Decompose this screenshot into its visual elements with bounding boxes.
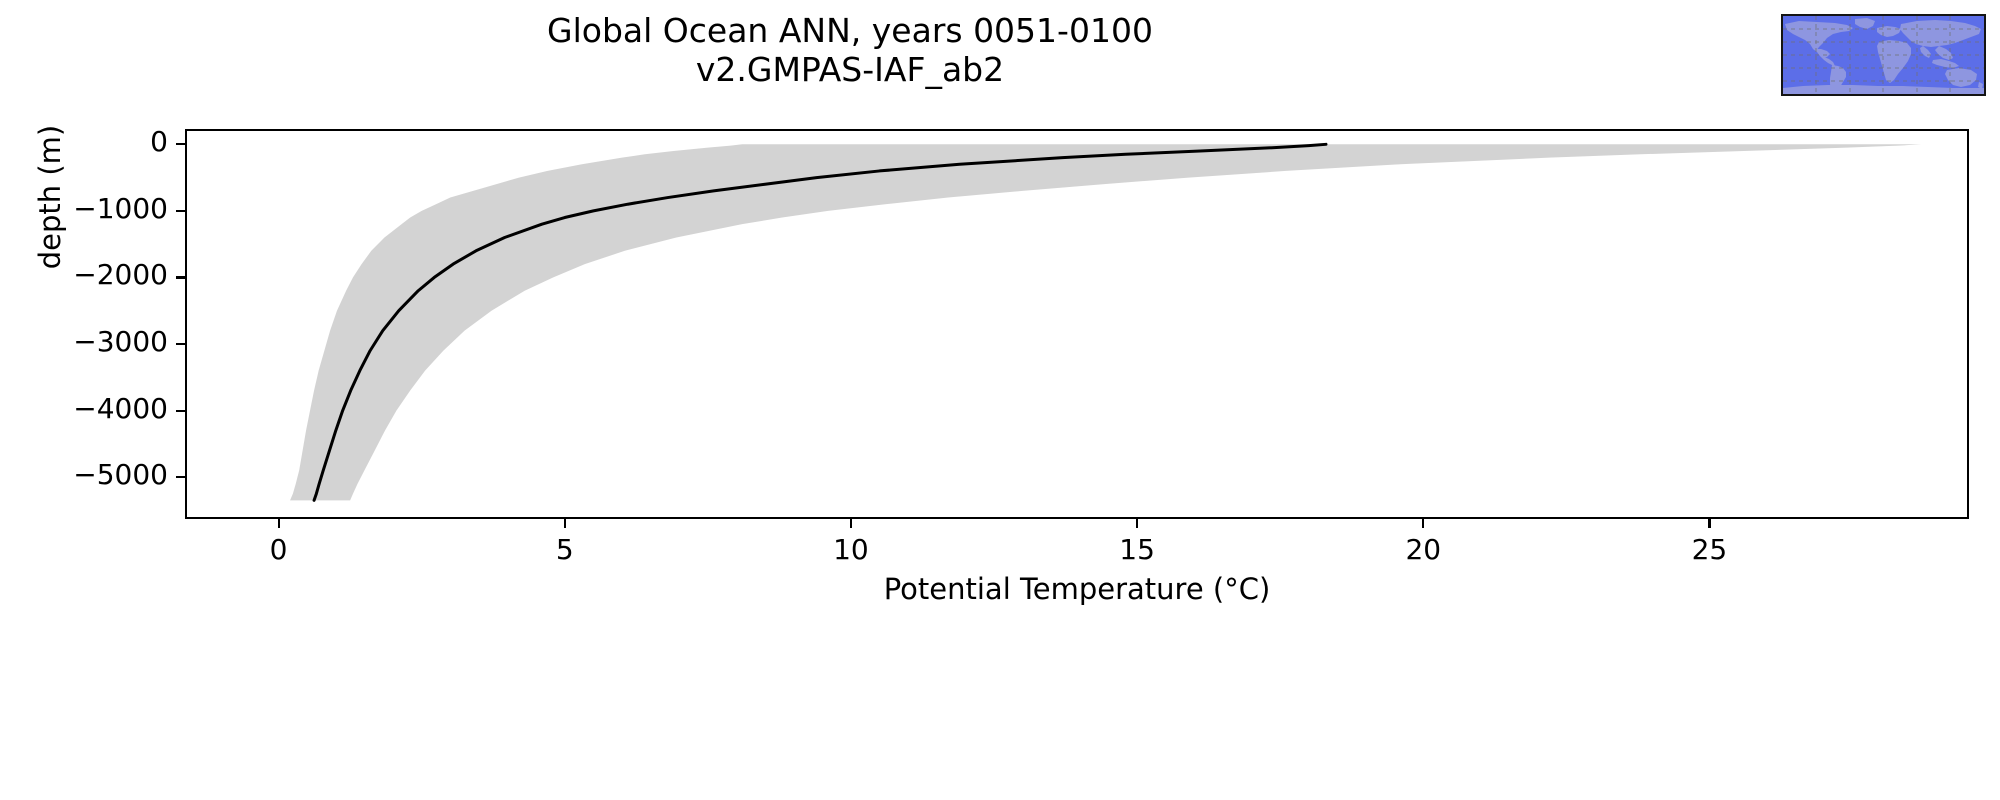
profile-plot — [290, 142, 1922, 502]
y-tick-mark — [176, 276, 185, 279]
y-tick-mark — [176, 209, 185, 213]
mean-temperature-line — [312, 142, 1328, 502]
x-tick-label: 0 — [269, 533, 288, 566]
x-tick-mark — [563, 519, 566, 528]
y-tick-mark — [176, 476, 185, 479]
x-tick-label: 20 — [1405, 533, 1442, 566]
y-tick-label: −1000 — [73, 191, 168, 225]
x-tick-label: 10 — [833, 533, 869, 566]
y-tick-mark — [176, 342, 185, 346]
map-landmasses — [1783, 18, 1984, 94]
y-tick-mark — [176, 143, 185, 146]
x-tick-label: 5 — [555, 533, 574, 566]
y-tick-label: −5000 — [73, 458, 168, 492]
x-axis-label: Potential Temperature (°C) — [883, 572, 1271, 606]
x-tick-mark — [1136, 519, 1139, 528]
x-tick-mark — [277, 519, 280, 528]
y-tick-mark — [176, 409, 185, 412]
y-tick-label: −4000 — [73, 391, 168, 425]
y-tick-label: 0 — [150, 125, 168, 159]
x-tick-mark — [1422, 519, 1425, 528]
figure-title: Global Ocean ANN, years 0051-0100 v2.GMP… — [0, 11, 1700, 90]
y-tick-label: −3000 — [73, 324, 168, 358]
y-axis-label: depth (m) — [33, 124, 67, 270]
plot-axes-frame — [185, 129, 1969, 519]
x-tick-label: 25 — [1691, 533, 1728, 566]
x-tick-mark — [849, 519, 853, 528]
std-dev-band — [290, 144, 1922, 501]
world-map-graphic — [1783, 16, 1984, 94]
x-tick-mark — [1708, 519, 1711, 528]
region-inset-map — [1781, 14, 1986, 96]
map-gridlines — [1783, 16, 1984, 94]
title-line-2: v2.GMPAS-IAF_ab2 — [695, 49, 1005, 89]
title-line-1: Global Ocean ANN, years 0051-0100 — [547, 11, 1153, 50]
x-tick-label: 15 — [1119, 533, 1155, 566]
y-tick-label: −2000 — [73, 258, 168, 292]
